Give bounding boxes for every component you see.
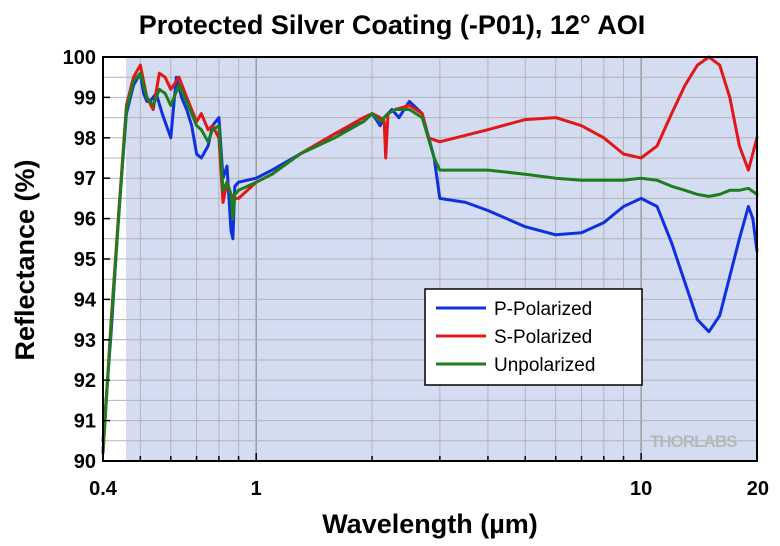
y-tick-label: 93 xyxy=(74,330,96,352)
legend-label: Unpolarized xyxy=(494,355,595,376)
chart-title: Protected Silver Coating (-P01), 12° AOI xyxy=(139,10,645,40)
y-tick-label: 92 xyxy=(74,370,96,392)
legend: P-Polarized S-Polarized Unpolarized xyxy=(424,288,643,386)
x-tick-label: 10 xyxy=(630,478,652,500)
x-tick-labels: 0.4 1 10 20 xyxy=(89,478,769,500)
gridlines xyxy=(103,57,757,461)
y-tick-label: 97 xyxy=(74,168,96,190)
legend-label: P-Polarized xyxy=(494,299,592,320)
y-tick-label: 99 xyxy=(74,87,96,109)
series-line-s-polarized xyxy=(101,55,759,455)
y-tick-label: 98 xyxy=(74,128,96,150)
series-lines xyxy=(101,55,759,455)
y-tick-label: 100 xyxy=(63,47,96,69)
y-tick-label: 96 xyxy=(74,209,96,231)
y-tick-label: 95 xyxy=(74,249,96,271)
legend-label: S-Polarized xyxy=(494,327,592,348)
thorlabs-watermark: THORLABS xyxy=(650,432,737,451)
x-tick-label: 1 xyxy=(251,478,262,500)
y-axis-title: Reflectance (%) xyxy=(10,159,40,360)
y-tick-label: 94 xyxy=(74,289,97,311)
axis-ticks xyxy=(103,56,642,462)
y-tick-label: 90 xyxy=(74,451,96,473)
y-tick-label: 91 xyxy=(74,411,96,433)
x-tick-label: 20 xyxy=(747,478,769,500)
y-tick-labels: 90 91 92 93 94 95 96 97 98 99 100 xyxy=(63,47,97,473)
series-line-unpolarized xyxy=(101,71,759,455)
x-axis-title: Wavelength (µm) xyxy=(322,509,538,539)
x-tick-label: 0.4 xyxy=(89,478,118,500)
